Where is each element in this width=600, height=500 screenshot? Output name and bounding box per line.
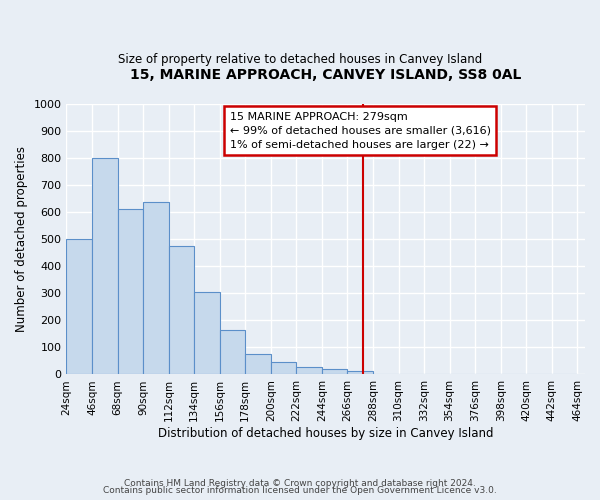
Bar [347,372,373,374]
Title: 15, MARINE APPROACH, CANVEY ISLAND, SS8 0AL: 15, MARINE APPROACH, CANVEY ISLAND, SS8 … [130,68,521,82]
X-axis label: Distribution of detached houses by size in Canvey Island: Distribution of detached houses by size … [158,427,493,440]
Bar [245,354,271,374]
Text: Contains public sector information licensed under the Open Government Licence v3: Contains public sector information licen… [103,486,497,495]
Bar [169,246,194,374]
Bar [92,158,118,374]
Bar [194,292,220,374]
Bar [220,330,245,374]
Bar [143,202,169,374]
Bar [296,367,322,374]
Bar [118,209,143,374]
Bar [322,369,347,374]
Bar [67,239,92,374]
Text: Size of property relative to detached houses in Canvey Island: Size of property relative to detached ho… [118,52,482,66]
Y-axis label: Number of detached properties: Number of detached properties [15,146,28,332]
Text: 15 MARINE APPROACH: 279sqm
← 99% of detached houses are smaller (3,616)
1% of se: 15 MARINE APPROACH: 279sqm ← 99% of deta… [230,112,491,150]
Bar [271,362,296,374]
Text: Contains HM Land Registry data © Crown copyright and database right 2024.: Contains HM Land Registry data © Crown c… [124,478,476,488]
